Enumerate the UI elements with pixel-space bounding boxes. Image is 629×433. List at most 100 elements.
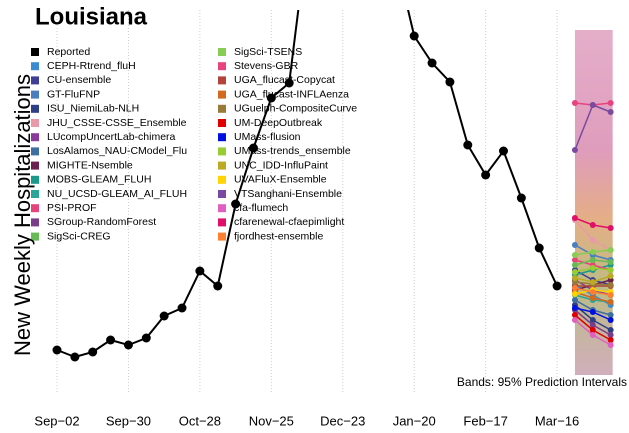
data-point: [571, 262, 578, 268]
data-point: [571, 312, 578, 318]
legend-label: VTSanghani-Ensemble: [234, 188, 342, 200]
legend-swatch: [218, 119, 226, 127]
legend-label: MOBS-GLEAM_FLUH: [47, 174, 151, 186]
legend-label: UGA_flucast-Copycat: [234, 74, 335, 86]
data-point: [571, 275, 578, 281]
data-point: [571, 285, 578, 291]
legend-label: UM-DeepOutbreak: [234, 117, 323, 129]
series-line: [407, 10, 558, 287]
data-point: [248, 143, 258, 153]
data-point: [607, 342, 614, 348]
legend-label: NU_UCSD-GLEAM_AI_FLUH: [47, 188, 187, 200]
legend-swatch: [218, 204, 226, 213]
legend-swatch: [218, 175, 226, 184]
legend-swatch: [218, 76, 226, 85]
x-tick-label: Nov−25: [249, 413, 294, 428]
legend: Reported CEPH-Rtrend_fluH CU-ensemble GT-Fl…: [31, 46, 357, 242]
data-point: [516, 193, 526, 203]
data-point: [499, 146, 508, 156]
legend-label: UNC_IDD-InfluPaint: [234, 159, 328, 171]
legend-swatch: [218, 147, 226, 156]
lines-layer: [52, 10, 614, 362]
legend-label: cfa-flumech: [234, 202, 288, 214]
legend-label: fjordhest-ensemble: [234, 230, 323, 242]
legend-swatch: [31, 161, 39, 170]
data-point: [607, 225, 614, 231]
data-point: [571, 317, 578, 323]
data-point: [552, 281, 562, 291]
legend-label: CU-ensemble: [47, 74, 111, 86]
x-tick-label: Dec−23: [320, 413, 365, 428]
y-axis-label: New Weekly Hospitalizations: [10, 74, 35, 356]
legend-swatch: [31, 218, 39, 227]
data-point: [607, 317, 614, 323]
data-point: [195, 266, 205, 276]
data-point: [607, 332, 614, 338]
data-point: [607, 259, 614, 265]
data-point: [607, 282, 614, 288]
legend-swatch: [218, 133, 226, 142]
legend-label: UGA_flucast-INFLAenza: [234, 88, 349, 100]
data-point: [534, 243, 544, 253]
legend-label: UMass-trends_ensemble: [234, 145, 351, 157]
legend-label: CEPH-Rtrend_fluH: [47, 60, 136, 72]
data-point: [589, 309, 596, 315]
data-point: [571, 305, 578, 311]
data-point: [177, 303, 187, 313]
grid: [56, 10, 558, 392]
legend-label: JHU_CSSE-CSSE_Ensemble: [47, 117, 187, 129]
data-point: [607, 299, 614, 305]
data-point: [70, 352, 80, 362]
data-point: [123, 340, 133, 350]
legend-swatch: [31, 232, 39, 241]
data-point: [589, 327, 596, 333]
data-point: [607, 292, 614, 298]
data-point: [571, 147, 578, 153]
data-point: [589, 265, 596, 271]
legend-label: SGroup-RandomForest: [47, 216, 156, 228]
legend-swatch: [218, 104, 226, 113]
data-point: [589, 279, 596, 285]
data-point: [607, 109, 614, 115]
data-point: [589, 289, 596, 295]
legend-label: GT-FluFNP: [47, 88, 100, 100]
data-point: [571, 215, 578, 221]
data-point: [571, 269, 578, 275]
legend-swatch: [31, 62, 39, 71]
legend-label: cfarenewal-cfaepimlight: [234, 216, 344, 228]
data-point: [284, 78, 294, 88]
data-point: [589, 332, 596, 338]
data-point: [589, 257, 596, 263]
legend-label: MIGHTE-Nsemble: [47, 159, 133, 171]
data-point: [589, 317, 596, 323]
data-point: [571, 257, 578, 263]
x-tick-label: Sep−02: [34, 413, 79, 428]
legend-swatch: [31, 76, 39, 85]
legend-swatch: [31, 175, 39, 184]
data-point: [409, 31, 419, 41]
legend-swatch: [218, 161, 226, 170]
x-tick-label: Feb−17: [463, 413, 507, 428]
legend-swatch: [31, 147, 39, 156]
legend-swatch: [31, 90, 39, 99]
data-point: [607, 273, 614, 279]
data-point: [589, 102, 596, 108]
data-point: [607, 327, 614, 333]
data-point: [213, 281, 223, 291]
legend-swatch: [218, 232, 226, 241]
legend-swatch: [218, 218, 226, 227]
data-point: [427, 58, 437, 68]
data-point: [607, 100, 614, 106]
data-point: [571, 100, 578, 106]
data-point: [106, 335, 116, 345]
data-point: [571, 242, 578, 248]
data-point: [159, 311, 169, 321]
chart-title: Louisiana: [35, 3, 148, 30]
legend-label: Reported: [47, 46, 90, 58]
annotation: Bands: 95% Prediction Intervals: [457, 375, 627, 389]
legend-label: ISU_NiemiLab-NLH: [47, 103, 139, 115]
data-point: [607, 337, 614, 343]
legend-label: UMass-flusion: [234, 131, 301, 143]
data-point: [607, 267, 614, 273]
